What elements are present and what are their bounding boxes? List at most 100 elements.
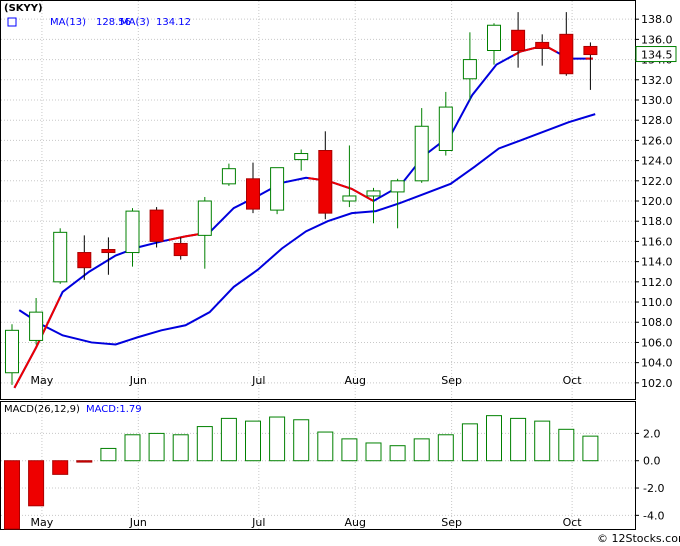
- macd-tick-label: -4.0: [643, 509, 664, 522]
- ma3-polyline: [18, 113, 596, 346]
- macd-legend-value: MACD:1.79: [86, 404, 142, 415]
- macd-grid: [1, 402, 635, 529]
- candle-body: [270, 167, 285, 211]
- ma13-legend-value: 128.56: [96, 17, 131, 28]
- ma13-red-segment: [512, 44, 558, 57]
- candle-body: [149, 209, 164, 242]
- candle-body: [246, 178, 260, 210]
- ma3-legend-value: 134.12: [156, 17, 191, 28]
- candles: [5, 12, 598, 385]
- price-tick-label: 110.0: [641, 296, 673, 309]
- price-tick-label: 136.0: [641, 33, 673, 46]
- price-x-axis: May Jun Jul Aug Sep Oct: [31, 374, 583, 387]
- macd-panel: [0, 401, 636, 530]
- symbol-label: (SKYY): [4, 3, 43, 14]
- last-price-box: 134.5: [635, 46, 677, 63]
- price-tick-label: 108.0: [641, 316, 673, 329]
- candle-body: [125, 210, 140, 254]
- ma13-legend-label: MA(13): [50, 17, 86, 28]
- candle-body: [535, 41, 550, 49]
- macd-bar: [196, 426, 213, 462]
- macd-month-label: Aug: [344, 516, 365, 529]
- price-panel: [0, 0, 636, 400]
- macd-bar: [76, 460, 93, 463]
- price-tick-label: 112.0: [641, 276, 673, 289]
- macd-y-axis: 2.0 0.0 -2.0 -4.0: [635, 427, 664, 522]
- watermark: © 12Stocks.com: [597, 532, 680, 545]
- macd-bar: [245, 420, 261, 462]
- macd-bar: [413, 438, 430, 462]
- macd-month-label: Sep: [441, 516, 462, 529]
- macd-bar: [269, 416, 286, 462]
- macd-legend: MACD(26,12,9) MACD:1.79: [4, 404, 142, 415]
- last-price: 134.5: [641, 49, 673, 62]
- price-month-label: Sep: [441, 374, 462, 387]
- macd-month-label: May: [31, 516, 54, 529]
- macd-bar: [172, 434, 189, 462]
- price-month-label: Oct: [563, 374, 583, 387]
- ma13-red-segment: [13, 296, 62, 389]
- candle-body: [173, 242, 188, 257]
- candle-body: [294, 153, 309, 161]
- macd-bar: [52, 460, 69, 475]
- macd-month-label: Jul: [251, 516, 265, 529]
- macd-tick-label: -2.0: [643, 482, 664, 495]
- price-tick-label: 104.0: [641, 357, 673, 370]
- ma13-polyline: [13, 44, 593, 389]
- legend-swatch: [7, 17, 17, 27]
- macd-bar: [365, 442, 382, 462]
- price-tick-label: 102.0: [641, 377, 673, 390]
- candle-body: [101, 249, 116, 254]
- macd-month-label: Oct: [563, 516, 583, 529]
- candle-body: [29, 311, 44, 341]
- candle-body: [583, 45, 598, 56]
- price-month-label: May: [31, 374, 54, 387]
- candle-body: [77, 252, 92, 269]
- macd-bar: [4, 460, 20, 530]
- macd-tick-label: 2.0: [643, 427, 661, 440]
- price-tick-label: 118.0: [641, 215, 673, 228]
- candle-body: [366, 190, 381, 197]
- macd-bar: [100, 447, 117, 462]
- macd-bar: [461, 423, 478, 462]
- macd-bar: [389, 445, 406, 462]
- price-y-axis: 102.0 104.0 106.0 108.0 110.0 112.0 114.0 116.0…: [635, 13, 673, 390]
- price-tick-label: 124.0: [641, 155, 673, 168]
- candle-body: [487, 24, 501, 51]
- price-tick-label: 130.0: [641, 94, 673, 107]
- macd-bar: [317, 431, 334, 462]
- candle-body: [511, 29, 526, 51]
- price-tick-label: 126.0: [641, 134, 673, 147]
- price-month-label: Jul: [251, 374, 265, 387]
- price-month-label: Jun: [129, 374, 147, 387]
- price-tick-label: 138.0: [641, 13, 673, 26]
- price-tick-label: 106.0: [641, 336, 673, 349]
- macd-bar: [148, 432, 165, 462]
- price-tick-label: 122.0: [641, 175, 673, 188]
- candle-body: [342, 195, 357, 202]
- candle-body: [462, 59, 477, 80]
- ma3-line: [18, 113, 596, 346]
- candle-body: [390, 180, 405, 193]
- macd-bar: [220, 417, 237, 462]
- candle-body: [197, 200, 212, 236]
- price-grid: [1, 1, 635, 398]
- candle-body: [559, 33, 574, 75]
- macd-bar: [558, 428, 575, 462]
- macd-bar: [28, 460, 45, 507]
- macd-month-label: Jun: [129, 516, 147, 529]
- candle-body: [5, 329, 19, 374]
- macd-bar: [510, 417, 527, 462]
- price-month-label: Aug: [344, 374, 365, 387]
- ma13-red-segment: [308, 177, 374, 202]
- macd-bar: [124, 434, 141, 462]
- macd-bar: [582, 435, 599, 462]
- price-tick-label: 116.0: [641, 235, 673, 248]
- macd-bar: [534, 420, 551, 462]
- macd-bar: [486, 415, 502, 462]
- macd-tick-label: 0.0: [643, 455, 661, 468]
- candle-body: [53, 231, 68, 283]
- macd-bar: [293, 419, 310, 462]
- price-tick-label: 128.0: [641, 114, 673, 127]
